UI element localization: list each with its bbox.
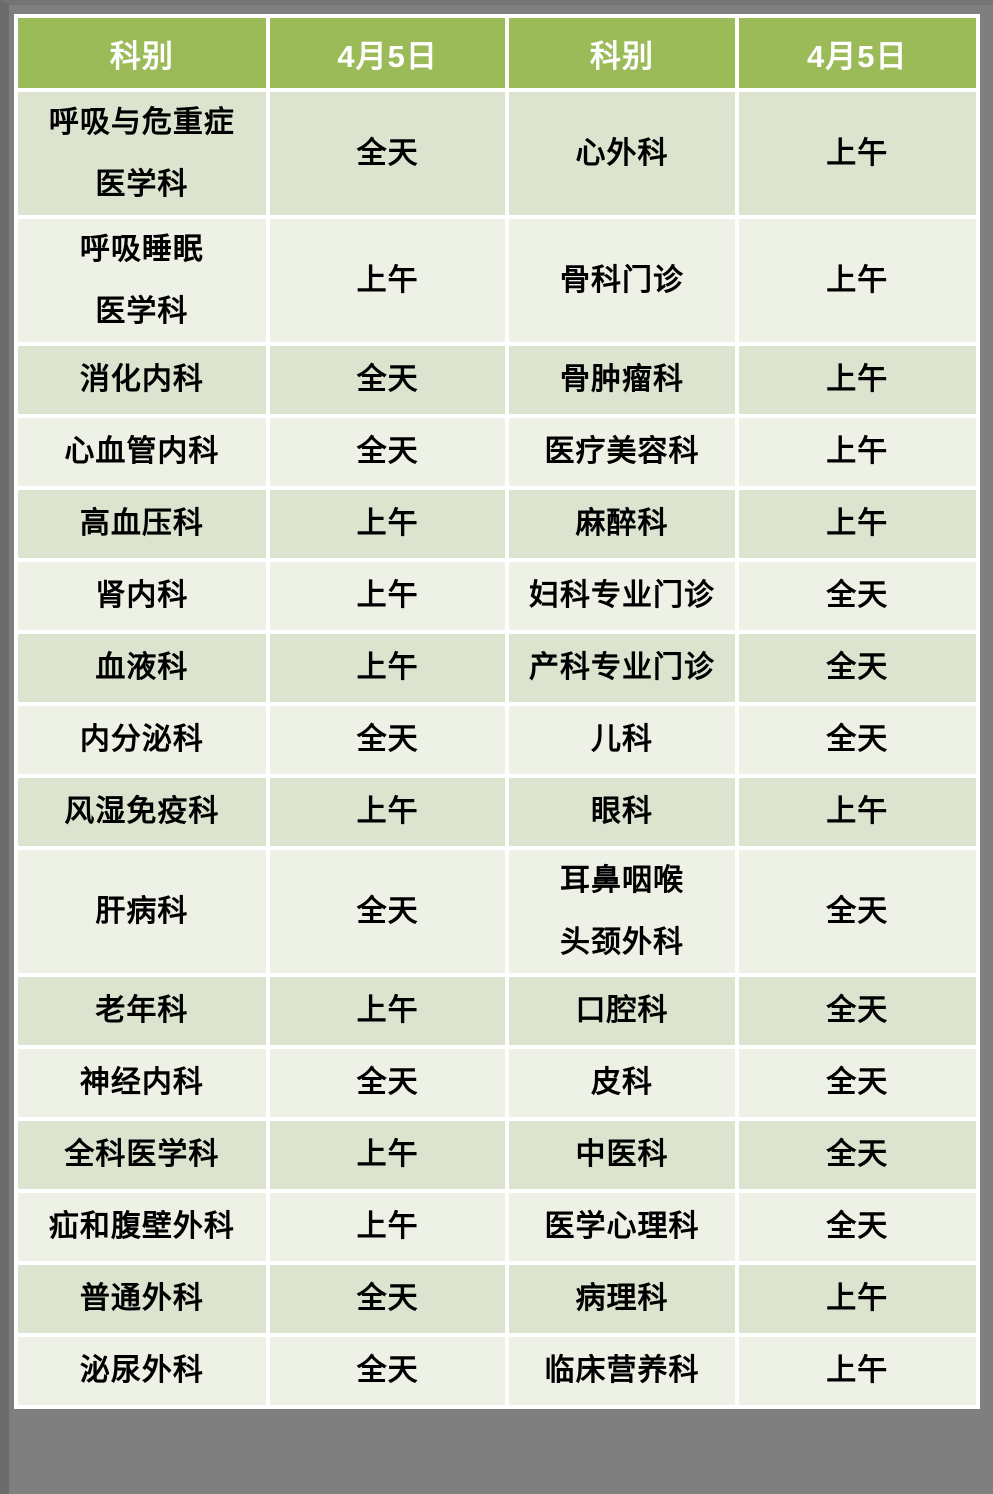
department-cell: 肝病科 [18, 850, 266, 973]
header-date-right: 4月5日 [738, 18, 976, 88]
department-cell: 病理科 [509, 1265, 735, 1333]
schedule-table-body: 呼吸与危重症 医学科 全天 心外科 上午 呼吸睡眠 医学科 上午 骨科门诊 上午… [18, 92, 976, 1405]
schedule-table-frame: 科别 4月5日 科别 4月5日 呼吸与危重症 医学科 全天 心外科 上午 呼吸睡… [14, 14, 980, 1409]
department-cell: 泌尿外科 [18, 1337, 266, 1405]
department-cell: 心血管内科 [18, 418, 266, 486]
schedule-cell: 全天 [738, 562, 976, 630]
schedule-cell: 上午 [738, 1337, 976, 1405]
table-row: 血液科 上午 产科专业门诊 全天 [18, 634, 976, 702]
schedule-cell: 全天 [738, 1121, 976, 1189]
schedule-cell: 全天 [269, 850, 506, 973]
department-cell: 口腔科 [509, 977, 735, 1045]
schedule-cell: 全天 [738, 850, 976, 973]
schedule-cell: 全天 [738, 706, 976, 774]
schedule-cell: 上午 [269, 219, 506, 342]
department-cell: 皮科 [509, 1049, 735, 1117]
department-schedule-table: 科别 4月5日 科别 4月5日 呼吸与危重症 医学科 全天 心外科 上午 呼吸睡… [14, 14, 980, 1409]
department-cell: 心外科 [509, 92, 735, 215]
department-cell: 眼科 [509, 778, 735, 846]
table-row: 风湿免疫科 上午 眼科 上午 [18, 778, 976, 846]
schedule-cell: 全天 [738, 1049, 976, 1117]
schedule-cell: 上午 [738, 92, 976, 215]
schedule-cell: 全天 [269, 346, 506, 414]
table-row: 全科医学科 上午 中医科 全天 [18, 1121, 976, 1189]
table-row: 肾内科 上午 妇科专业门诊 全天 [18, 562, 976, 630]
schedule-cell: 全天 [738, 977, 976, 1045]
schedule-cell: 全天 [738, 1193, 976, 1261]
header-date-left: 4月5日 [269, 18, 506, 88]
schedule-cell: 全天 [269, 1049, 506, 1117]
schedule-cell: 全天 [738, 634, 976, 702]
schedule-cell: 上午 [269, 778, 506, 846]
department-cell: 全科医学科 [18, 1121, 266, 1189]
department-cell: 神经内科 [18, 1049, 266, 1117]
schedule-cell: 上午 [269, 562, 506, 630]
department-cell: 产科专业门诊 [509, 634, 735, 702]
department-cell: 儿科 [509, 706, 735, 774]
department-cell: 消化内科 [18, 346, 266, 414]
table-row: 心血管内科 全天 医疗美容科 上午 [18, 418, 976, 486]
header-department-right: 科别 [509, 18, 735, 88]
schedule-cell: 上午 [738, 219, 976, 342]
department-cell: 临床营养科 [509, 1337, 735, 1405]
schedule-cell: 上午 [269, 1193, 506, 1261]
table-row: 消化内科 全天 骨肿瘤科 上午 [18, 346, 976, 414]
department-cell: 老年科 [18, 977, 266, 1045]
department-cell: 风湿免疫科 [18, 778, 266, 846]
department-cell: 高血压科 [18, 490, 266, 558]
schedule-cell: 全天 [269, 418, 506, 486]
schedule-cell: 上午 [269, 490, 506, 558]
schedule-cell: 上午 [738, 418, 976, 486]
schedule-cell: 上午 [738, 1265, 976, 1333]
schedule-cell: 全天 [269, 1337, 506, 1405]
department-cell: 呼吸睡眠 医学科 [18, 219, 266, 342]
table-row: 内分泌科 全天 儿科 全天 [18, 706, 976, 774]
table-row: 泌尿外科 全天 临床营养科 上午 [18, 1337, 976, 1405]
department-cell: 内分泌科 [18, 706, 266, 774]
table-row: 老年科 上午 口腔科 全天 [18, 977, 976, 1045]
department-cell: 中医科 [509, 1121, 735, 1189]
header-department-left: 科别 [18, 18, 266, 88]
schedule-cell: 上午 [269, 634, 506, 702]
header-row: 科别 4月5日 科别 4月5日 [18, 18, 976, 88]
table-row: 呼吸睡眠 医学科 上午 骨科门诊 上午 [18, 219, 976, 342]
department-cell: 骨科门诊 [509, 219, 735, 342]
schedule-cell: 全天 [269, 706, 506, 774]
department-cell: 耳鼻咽喉 头颈外科 [509, 850, 735, 973]
table-row: 高血压科 上午 麻醉科 上午 [18, 490, 976, 558]
table-row: 普通外科 全天 病理科 上午 [18, 1265, 976, 1333]
department-cell: 医学心理科 [509, 1193, 735, 1261]
table-row: 肝病科 全天 耳鼻咽喉 头颈外科 全天 [18, 850, 976, 973]
schedule-cell: 上午 [738, 778, 976, 846]
department-cell: 肾内科 [18, 562, 266, 630]
department-cell: 血液科 [18, 634, 266, 702]
schedule-cell: 全天 [269, 1265, 506, 1333]
department-cell: 普通外科 [18, 1265, 266, 1333]
department-cell: 呼吸与危重症 医学科 [18, 92, 266, 215]
department-cell: 医疗美容科 [509, 418, 735, 486]
schedule-cell: 全天 [269, 92, 506, 215]
department-cell: 麻醉科 [509, 490, 735, 558]
schedule-cell: 上午 [738, 346, 976, 414]
table-row: 神经内科 全天 皮科 全天 [18, 1049, 976, 1117]
table-row: 疝和腹壁外科 上午 医学心理科 全天 [18, 1193, 976, 1261]
schedule-cell: 上午 [269, 1121, 506, 1189]
department-cell: 骨肿瘤科 [509, 346, 735, 414]
schedule-cell: 上午 [269, 977, 506, 1045]
table-row: 呼吸与危重症 医学科 全天 心外科 上午 [18, 92, 976, 215]
schedule-cell: 上午 [738, 490, 976, 558]
department-cell: 疝和腹壁外科 [18, 1193, 266, 1261]
department-cell: 妇科专业门诊 [509, 562, 735, 630]
